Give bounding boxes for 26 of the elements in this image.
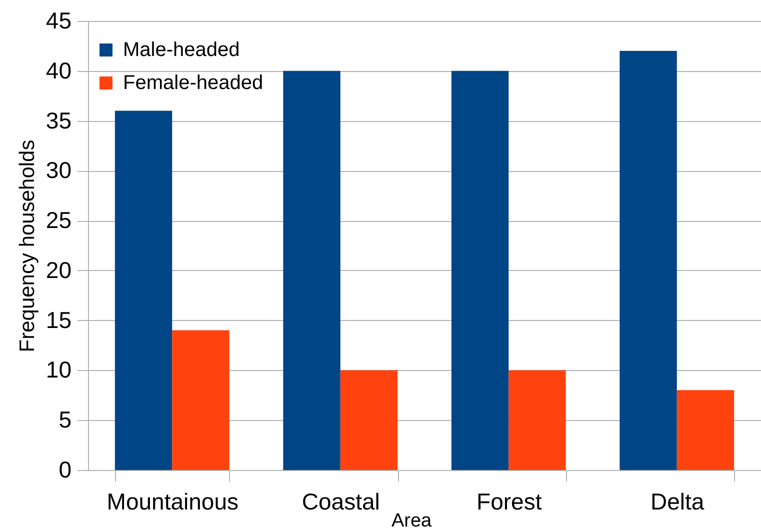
x-tick-label: Delta [650, 488, 704, 514]
y-tick-label: 20 [46, 256, 72, 283]
x-axis-title: Area [391, 510, 432, 528]
x-tick-label: Mountainous [106, 488, 238, 514]
bar [340, 370, 398, 470]
bar [508, 370, 566, 470]
y-tick-label: 15 [46, 306, 72, 333]
bar [676, 390, 734, 470]
y-axis-title: Frequency households [16, 140, 39, 352]
bar [114, 110, 172, 470]
x-tick-label: Coastal [302, 488, 380, 514]
bar [172, 330, 230, 470]
y-tick-label: 30 [46, 157, 72, 184]
bar [283, 70, 340, 470]
y-tick-label: 10 [46, 356, 72, 383]
x-tick-label: Forest [476, 488, 542, 514]
legend-label: Male-headed [123, 39, 240, 61]
y-tick-label: 5 [58, 406, 72, 433]
y-tick-label: 45 [46, 8, 72, 34]
legend-label: Female-headed [123, 72, 264, 94]
bar [451, 70, 509, 470]
y-tick-label: 35 [46, 107, 72, 134]
y-tick-label: 0 [58, 456, 72, 482]
y-tick-label: 40 [46, 57, 72, 84]
y-tick-label: 25 [46, 207, 72, 234]
bar [620, 50, 677, 470]
